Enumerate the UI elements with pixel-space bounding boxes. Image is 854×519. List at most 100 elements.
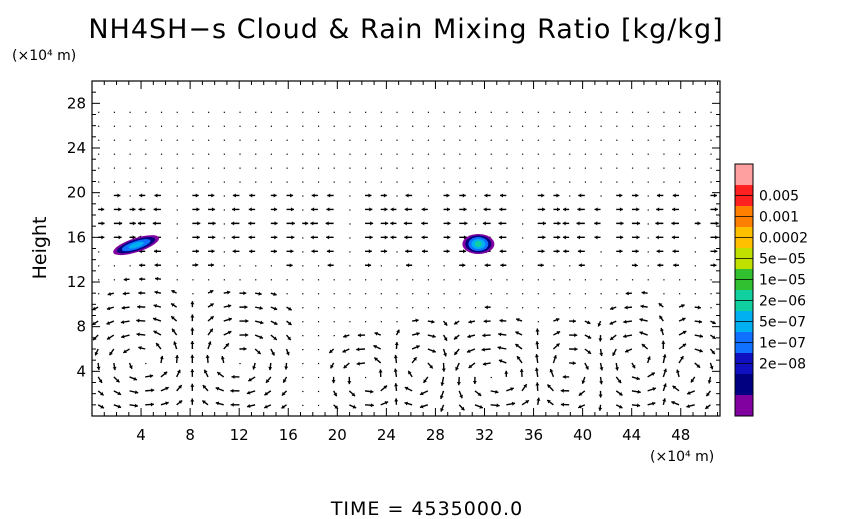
wind-vector-head: [504, 370, 509, 374]
wind-vector-head: [231, 374, 235, 379]
wind-vector-head: [210, 303, 214, 307]
wind-vector-head: [687, 391, 691, 395]
wind-vector-head: [245, 319, 249, 324]
wind-vector-dot: [647, 181, 649, 183]
wind-vector-head: [714, 207, 718, 212]
wind-vector-head: [429, 364, 433, 369]
wind-vector-head: [374, 331, 379, 336]
cloud-contour: [128, 241, 144, 249]
wind-vector-dot: [302, 307, 304, 309]
wind-vector-dot: [631, 153, 634, 155]
wind-vector-head: [431, 319, 435, 324]
wind-vector-head: [713, 193, 717, 198]
wind-vector-head: [712, 320, 716, 325]
wind-vector-dot: [160, 111, 163, 113]
wind-vector-head: [542, 235, 546, 240]
cloud-contours: [113, 234, 495, 256]
wind-vector-head: [576, 221, 580, 226]
wind-vector-head: [153, 330, 158, 335]
wind-vector-head: [421, 249, 425, 254]
wind-vector-head: [556, 331, 561, 335]
colorbar-swatch: [735, 374, 753, 396]
wind-vector-dot: [113, 153, 116, 155]
wind-vector-head: [497, 345, 501, 350]
wind-vector-head: [215, 401, 220, 406]
wind-vector-head: [415, 318, 419, 323]
wind-vector-dot: [443, 139, 445, 141]
wind-vector-head: [617, 379, 622, 384]
wind-vector-head: [482, 221, 486, 226]
wind-vector-dot: [192, 181, 194, 183]
wind-vector-head: [274, 221, 278, 226]
wind-vector-head: [624, 305, 628, 310]
wind-vector-head: [207, 341, 212, 345]
wind-vector-head: [562, 221, 566, 226]
wind-vector-head: [636, 207, 640, 212]
wind-vector-head: [368, 263, 372, 268]
wind-vector-dot: [694, 111, 696, 113]
wind-vector-head: [447, 207, 451, 212]
wind-vector-head: [615, 367, 619, 371]
wind-vector-dot: [427, 307, 430, 309]
wind-vector-dot: [270, 125, 273, 127]
wind-vector-dot: [380, 181, 382, 183]
wind-vector-head: [311, 249, 315, 254]
wind-vector-dot: [679, 153, 681, 155]
wind-vector-dot: [176, 111, 178, 113]
wind-vector-head: [618, 404, 623, 409]
wind-vector-dot: [396, 195, 398, 197]
wind-vector-head: [195, 193, 199, 198]
wind-vector-dot: [349, 181, 351, 183]
wind-vector-head: [510, 387, 514, 392]
wind-vector-dot: [569, 153, 571, 155]
wind-vector-head: [697, 305, 701, 310]
wind-vector-head: [574, 347, 578, 352]
y-axis: 4 8 12 16 20 24 28: [67, 91, 720, 406]
wind-vector-dot: [302, 139, 304, 141]
wind-vector-head: [171, 290, 175, 294]
wind-vector-head: [711, 350, 715, 355]
wind-vector-head: [210, 263, 215, 268]
wind-vector-head: [343, 334, 347, 338]
wind-vector-dot: [317, 335, 320, 337]
wind-vector-head: [370, 221, 374, 226]
wind-vector-head: [266, 379, 270, 383]
wind-vector-dot: [396, 167, 398, 169]
wind-vector-dot: [129, 153, 131, 155]
wind-vector-head: [390, 221, 394, 226]
wind-vector-head: [230, 402, 234, 407]
wind-vector-dot: [239, 265, 241, 267]
wind-vector-head: [393, 354, 398, 359]
wind-vector-dot: [255, 125, 257, 127]
wind-vector-head: [96, 366, 101, 370]
wind-vector-head: [290, 249, 294, 254]
wind-vector-dot: [506, 111, 508, 113]
wind-vector-head: [227, 330, 232, 335]
wind-vector-head: [534, 367, 539, 371]
wind-vector-dot: [98, 293, 100, 295]
wind-vector-head: [499, 193, 503, 198]
wind-vector-head: [291, 235, 295, 240]
colorbar-label: 2e−08: [759, 357, 806, 373]
wind-vector-dot: [600, 181, 602, 183]
wind-vector-dot: [129, 167, 131, 169]
wind-vector-head: [231, 221, 235, 226]
wind-vector-head: [641, 344, 646, 348]
wind-vector-dot: [710, 279, 712, 281]
wind-vector-dot: [302, 195, 304, 197]
x-unit-label: (×10⁴ m): [650, 449, 714, 465]
wind-vector-head: [609, 321, 614, 325]
wind-vector-head: [287, 336, 291, 341]
wind-vector-dot: [145, 139, 147, 141]
wind-vector-head: [699, 334, 703, 339]
wind-vector-dot: [286, 125, 288, 127]
wind-vector-head: [196, 235, 200, 240]
wind-vector-dot: [223, 251, 225, 253]
wind-vector-dot: [710, 181, 712, 183]
wind-vector-head: [226, 290, 231, 295]
wind-vector-head: [325, 221, 329, 226]
wind-vector-dot: [160, 181, 163, 183]
wind-vector-dot: [113, 279, 116, 281]
wind-vector-dot: [333, 167, 335, 169]
wind-vector-dot: [412, 293, 414, 295]
